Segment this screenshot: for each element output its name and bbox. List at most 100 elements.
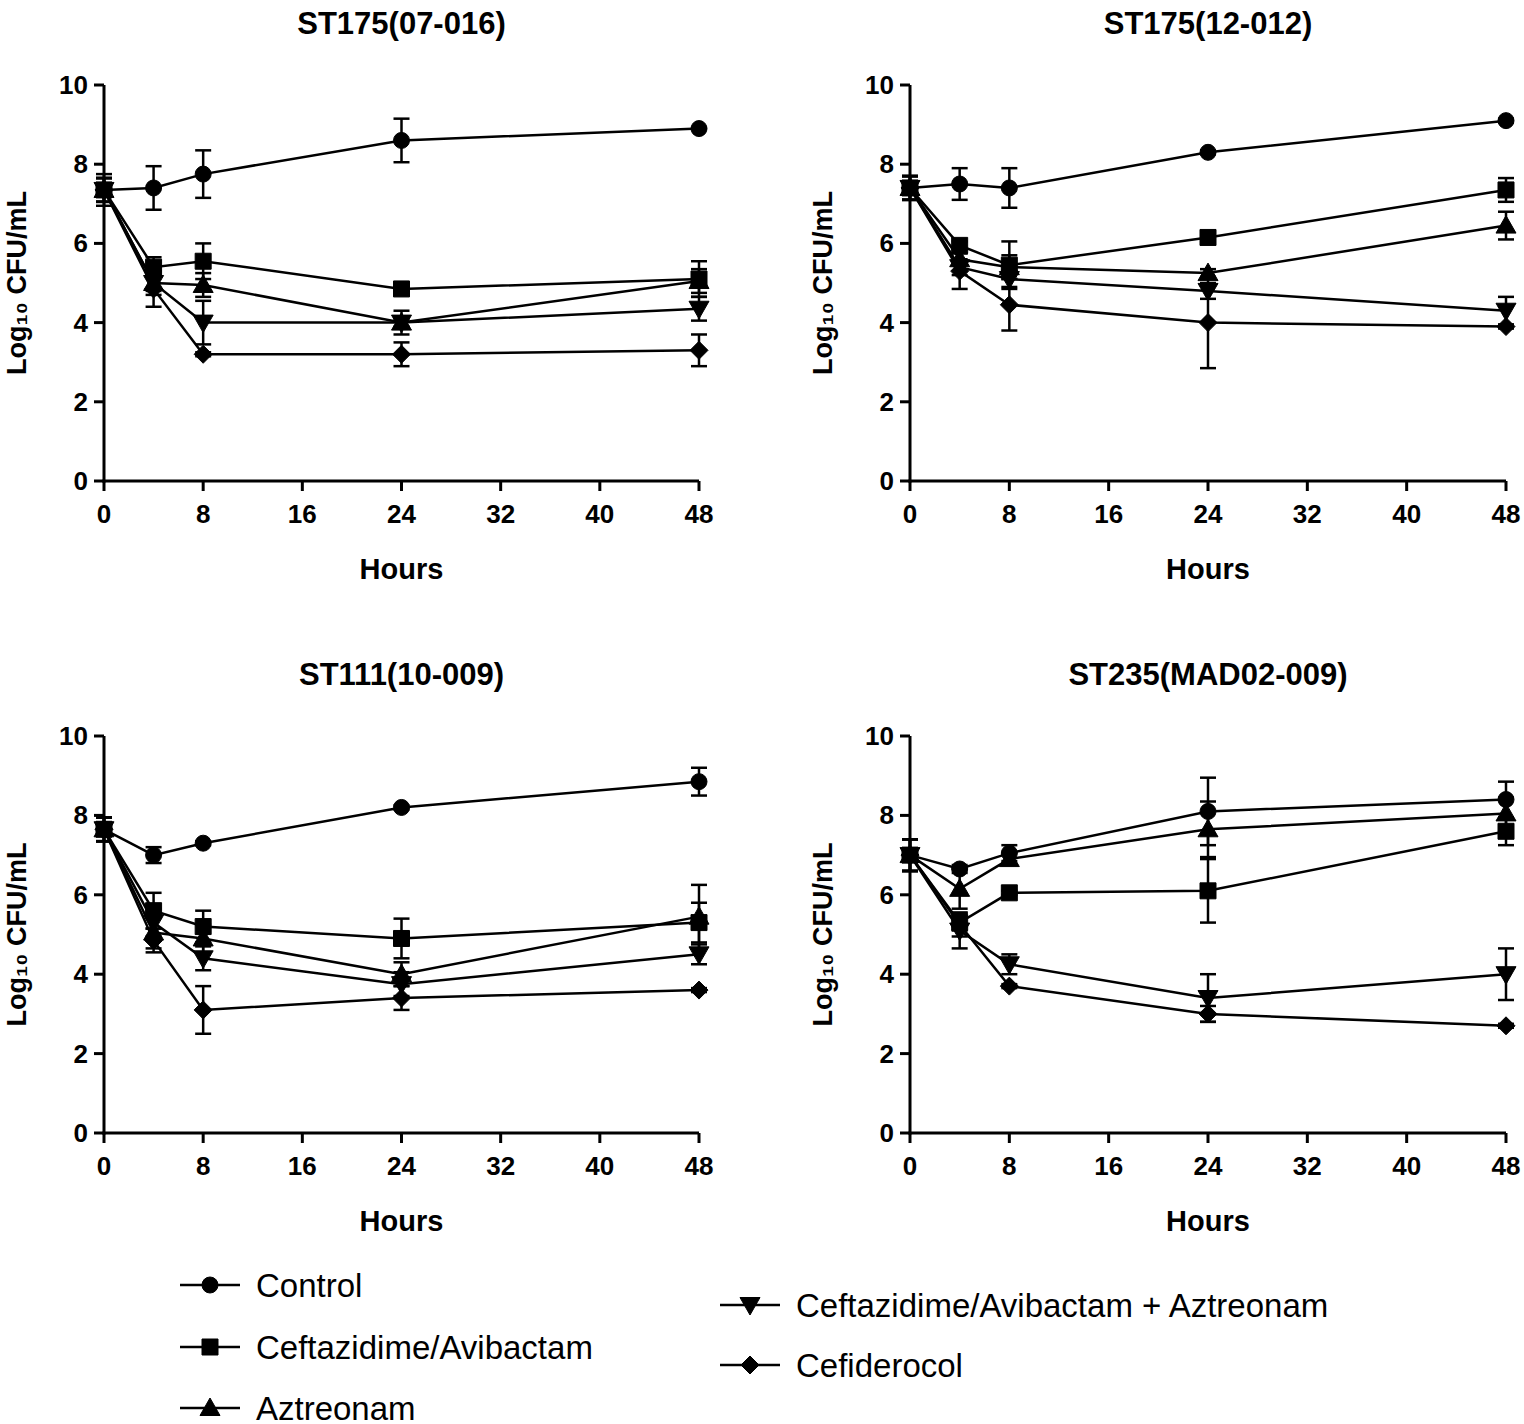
marker (1498, 182, 1514, 198)
y-axis-label: Log₁₀ CFU/mL (2, 191, 32, 375)
x-tick (103, 481, 106, 491)
legend-label: Cefiderocol (796, 1347, 963, 1384)
marker (689, 907, 709, 925)
marker (1198, 819, 1218, 837)
x-tick (103, 1133, 106, 1143)
legend-label: Control (256, 1267, 362, 1304)
title: ST175(07-016) (297, 6, 506, 41)
series-line (104, 129, 699, 190)
marker (95, 181, 113, 199)
marker (901, 179, 919, 197)
x-tick-label: 8 (1002, 499, 1016, 529)
marker (394, 132, 410, 148)
x-tick-label: 40 (585, 499, 614, 529)
x-tick (1505, 1133, 1508, 1143)
legend-entry: Aztreonam (180, 1390, 416, 1424)
marker (689, 271, 709, 289)
x-tick (1505, 481, 1508, 491)
x-axis-label: Hours (1166, 553, 1250, 585)
legend-entry: Ceftazidime/Avibactam (180, 1329, 593, 1366)
series-line (910, 121, 1506, 188)
panel: ST111(10-009)0246810081624324048HoursLog… (2, 657, 713, 1237)
error-bar (952, 253, 968, 289)
error-bar (1498, 178, 1514, 202)
y-tick-label: 4 (74, 308, 89, 338)
x-tick-label: 40 (585, 1151, 614, 1181)
x-tick (202, 1133, 205, 1143)
y-tick (94, 163, 104, 166)
marker (691, 121, 707, 137)
legend: Control Ceftazidime/Avibactam Aztreonam Cef… (180, 1267, 1328, 1424)
y-tick-label: 6 (880, 880, 894, 910)
y-axis-label: Log₁₀ CFU/mL (808, 191, 838, 375)
series-line (104, 190, 699, 354)
y-tick-label: 0 (74, 466, 88, 496)
error-bar (952, 168, 968, 200)
legend-label: Ceftazidime/Avibactam (256, 1329, 593, 1366)
error-bar (691, 334, 707, 366)
x-tick-label: 8 (196, 1151, 210, 1181)
x-tick (499, 481, 502, 491)
series-line (910, 813, 1506, 888)
y-tick-label: 6 (880, 228, 894, 258)
error-bar (902, 839, 918, 871)
error-bar (902, 839, 918, 871)
y-tick (900, 1052, 910, 1055)
series-line (910, 855, 1506, 1026)
x-tick-label: 16 (288, 499, 317, 529)
error-bar (394, 986, 410, 1010)
error-bar (394, 919, 410, 959)
marker (145, 280, 163, 298)
plot-area (94, 768, 709, 1034)
x-tick (1405, 481, 1408, 491)
x-tick-label: 0 (97, 499, 111, 529)
plot-area (900, 113, 1516, 369)
marker (1497, 1017, 1515, 1035)
marker (901, 846, 919, 864)
marker (690, 341, 708, 359)
y-tick-label: 2 (880, 1039, 894, 1069)
x-tick (301, 481, 304, 491)
marker (951, 916, 969, 934)
plot-area (900, 778, 1516, 1035)
error-bar (902, 839, 918, 871)
marker (146, 847, 162, 863)
y-tick (900, 242, 910, 245)
y-tick (94, 973, 104, 976)
marker (1199, 314, 1217, 332)
y-tick (94, 242, 104, 245)
series-line (104, 190, 699, 289)
x-tick-label: 40 (1392, 499, 1421, 529)
y-tick-label: 4 (880, 308, 895, 338)
y-tick-label: 2 (880, 387, 894, 417)
legend-marker (202, 1339, 218, 1355)
y-tick-label: 10 (59, 70, 88, 100)
y-tick (900, 84, 910, 87)
y-tick-label: 2 (74, 387, 88, 417)
x-tick (598, 1133, 601, 1143)
y-tick (94, 321, 104, 324)
y-axis (103, 736, 106, 1135)
series-line (104, 829, 699, 984)
error-bar (195, 986, 211, 1034)
x-tick-label: 24 (387, 499, 416, 529)
y-tick-label: 10 (865, 70, 894, 100)
marker (95, 820, 113, 838)
marker (1198, 263, 1218, 281)
y-tick-label: 8 (880, 800, 894, 830)
error-bar (96, 817, 112, 841)
x-tick (1107, 481, 1110, 491)
y-tick-label: 6 (74, 880, 88, 910)
series-line (910, 800, 1506, 869)
x-tick-label: 48 (1492, 1151, 1521, 1181)
x-tick-label: 8 (1002, 1151, 1016, 1181)
error-bar (902, 839, 918, 871)
marker (193, 951, 213, 969)
error-bar (146, 166, 162, 210)
x-tick-label: 24 (1194, 499, 1223, 529)
x-tick (1008, 1133, 1011, 1143)
x-tick (1405, 1133, 1408, 1143)
x-tick (1207, 1133, 1210, 1143)
marker (689, 301, 709, 319)
x-tick-label: 24 (387, 1151, 416, 1181)
